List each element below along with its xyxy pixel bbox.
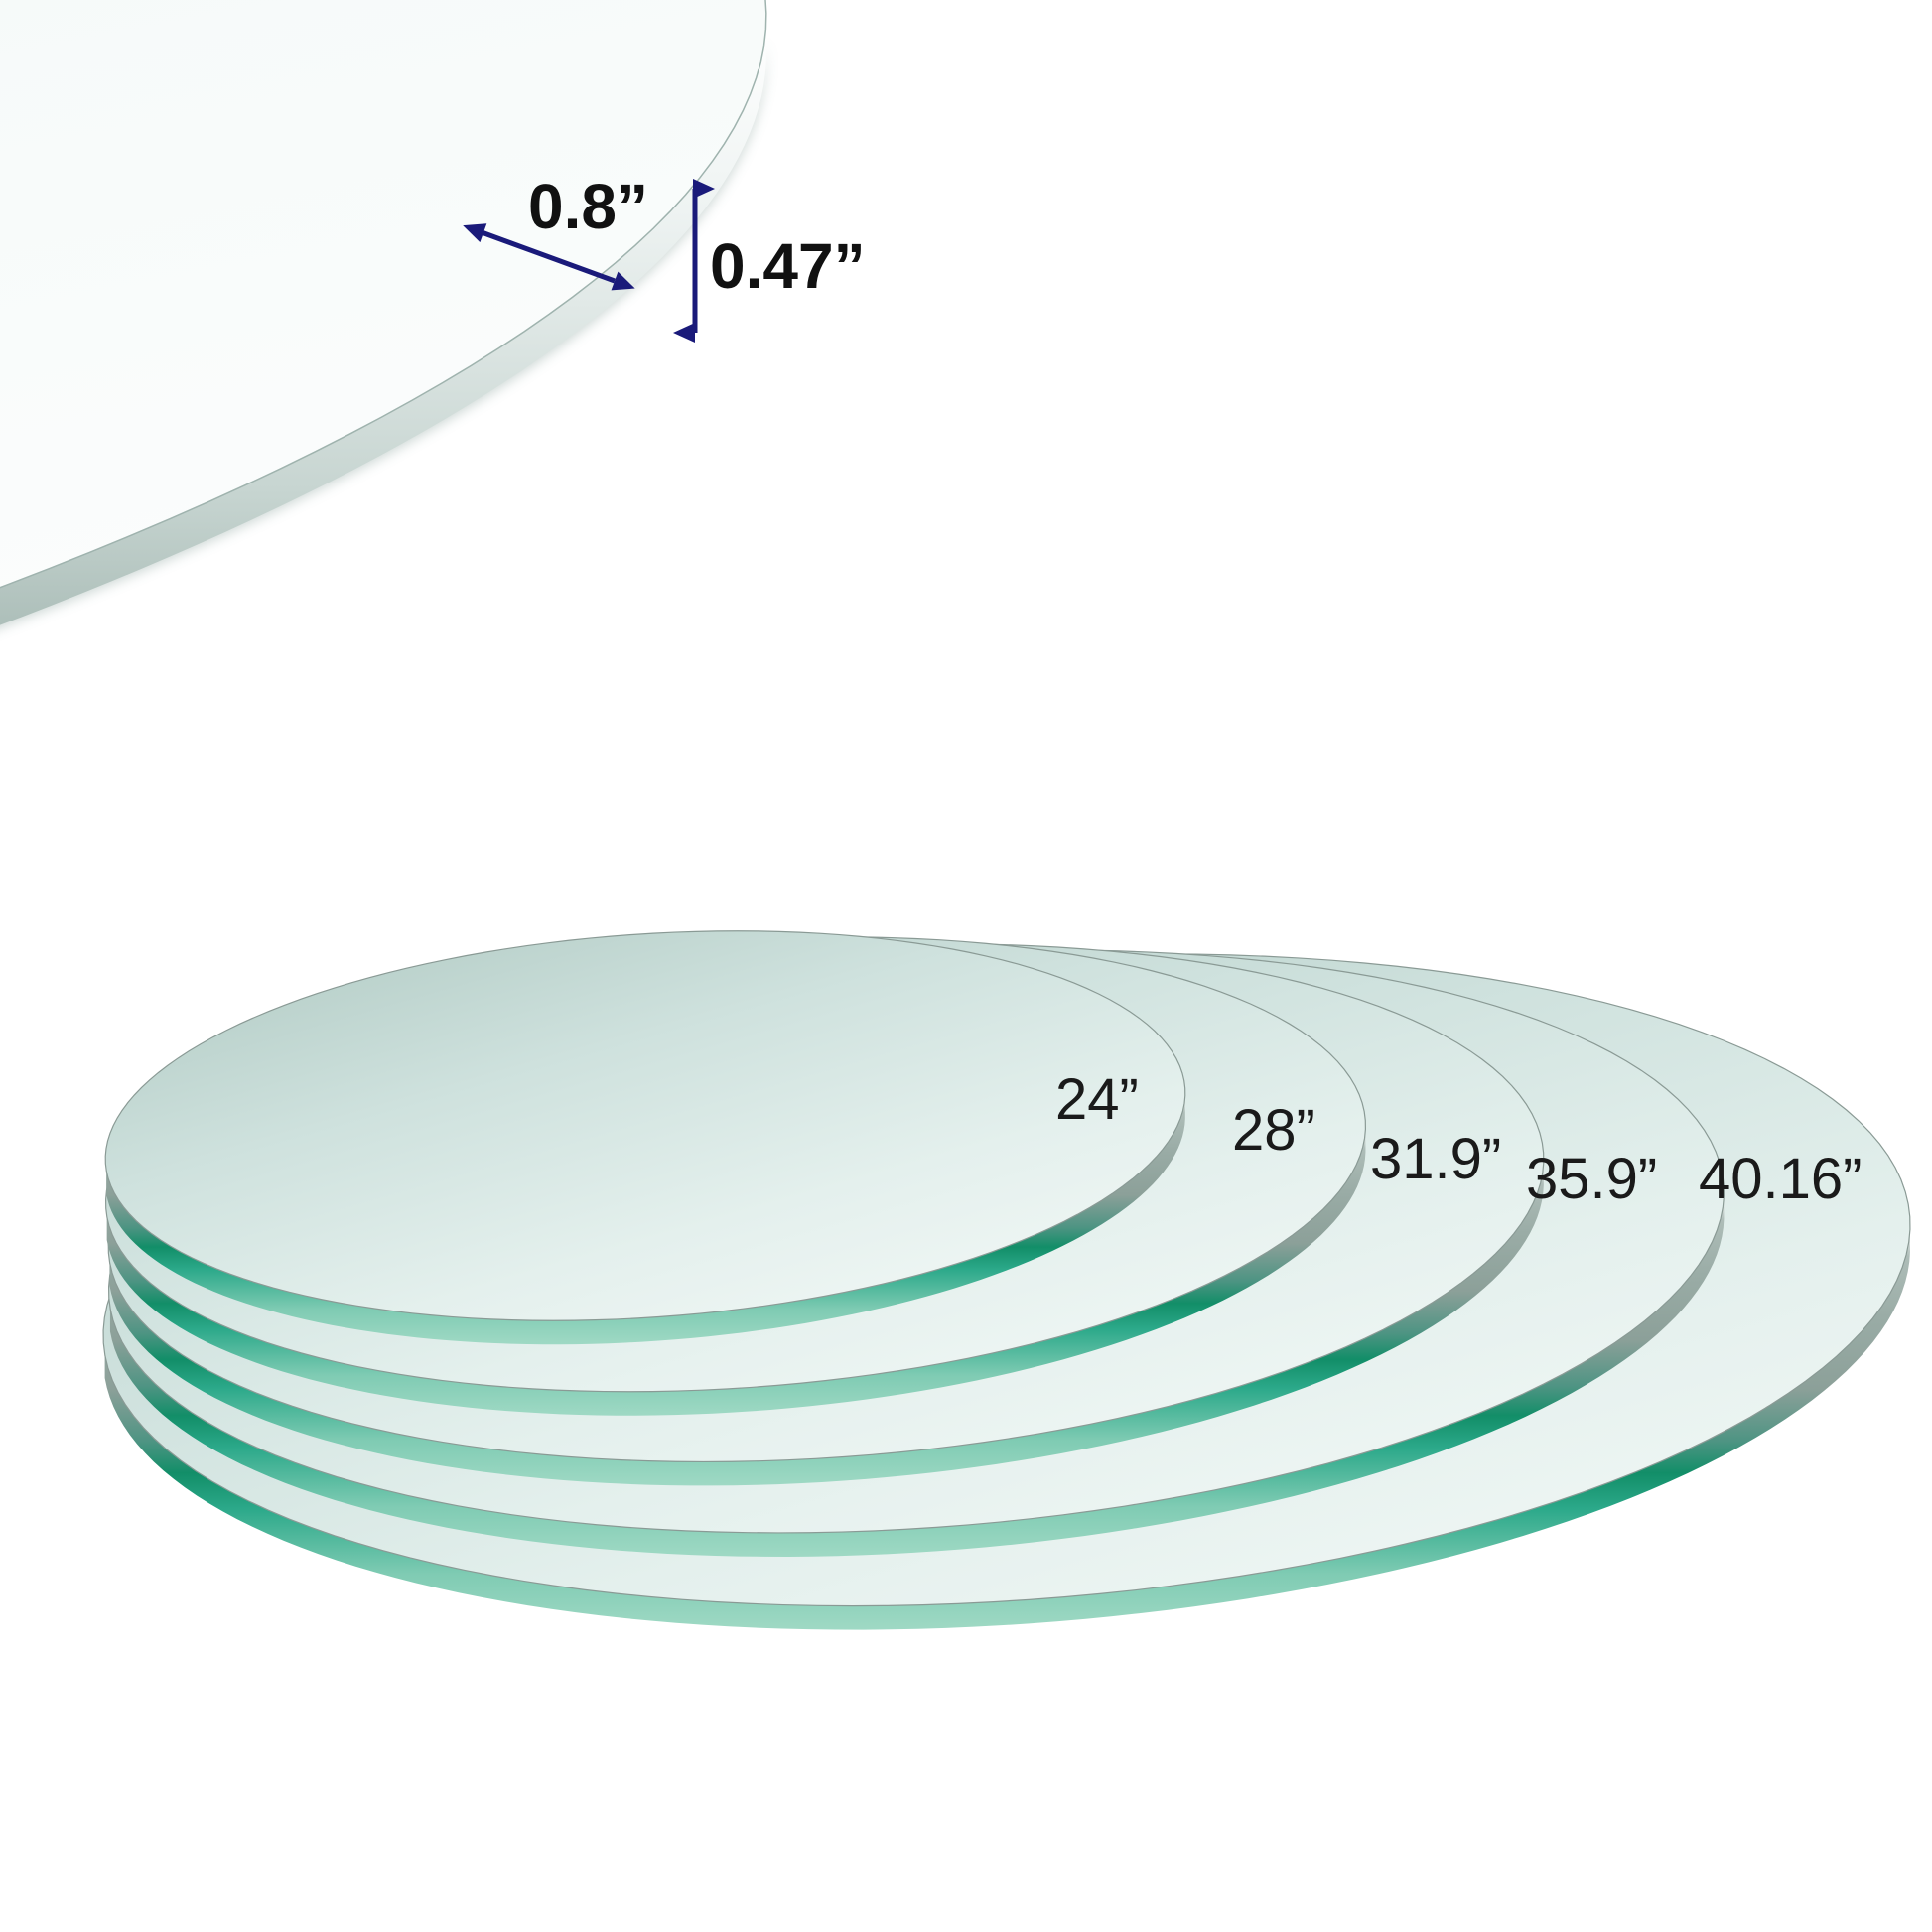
svg-text:0.47”: 0.47” xyxy=(710,230,866,302)
svg-text:28”: 28” xyxy=(1232,1098,1315,1163)
svg-text:40.16”: 40.16” xyxy=(1699,1147,1862,1211)
svg-text:24”: 24” xyxy=(1055,1067,1139,1132)
svg-text:31.9”: 31.9” xyxy=(1370,1127,1501,1191)
svg-text:35.9”: 35.9” xyxy=(1526,1147,1657,1211)
svg-text:0.8”: 0.8” xyxy=(528,171,648,242)
